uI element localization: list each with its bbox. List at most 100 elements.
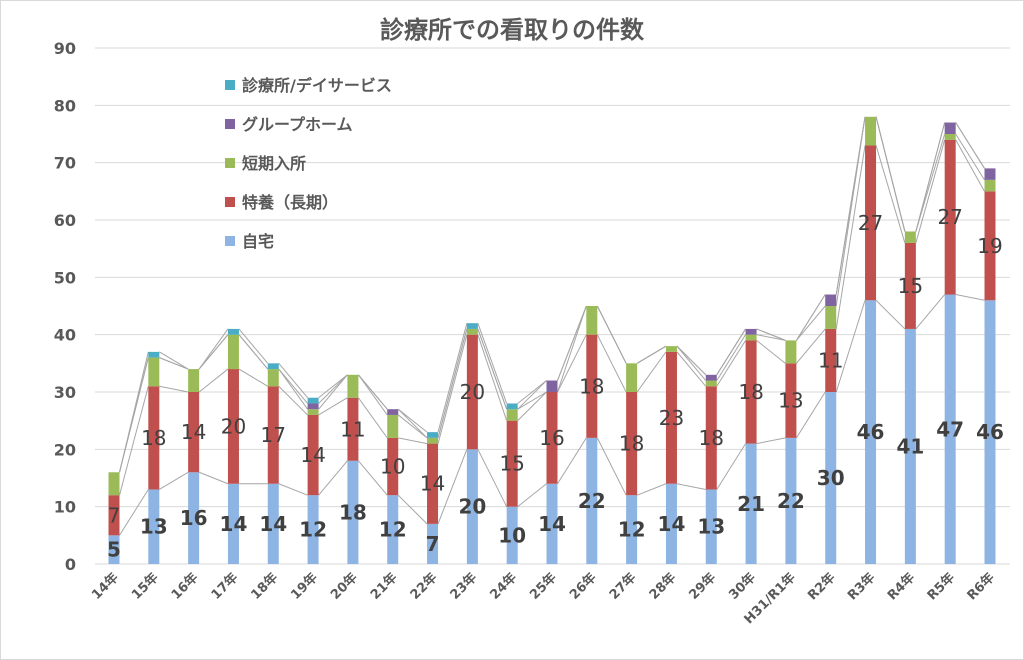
bar-home-5 [307,495,319,564]
legend-marker-clinic-day-service [225,80,235,90]
bar-clinic-day-service-4 [267,363,279,370]
data-label-home-3: 14 [220,512,248,536]
data-label-nursing-home-8: 14 [420,472,445,496]
data-label-home-21: 47 [936,417,964,441]
bar-clinic-day-service-9 [466,323,478,329]
bar-home-3 [227,483,239,564]
data-label-nursing-home-9: 20 [460,380,485,404]
bar-home-16 [745,443,757,564]
series-line-nursing-home-2 [198,368,229,393]
data-label-home-20: 41 [896,434,924,458]
legend-marker-short-stay [225,158,235,168]
data-label-nursing-home-7: 10 [380,455,405,479]
data-label-nursing-home-16: 18 [738,380,763,404]
bar-group-home-16 [745,328,757,335]
bar-home-8 [427,523,439,564]
bar-nursing-home-16 [745,340,757,444]
series-line-home-12 [596,437,627,496]
data-label-nursing-home-18: 11 [818,348,843,372]
bar-home-13 [626,495,638,564]
legend-label-short-stay: 短期入所 [242,154,306,173]
bar-group-home-22 [984,168,996,180]
y-tick-label: 30 [54,383,76,402]
bar-clinic-day-service-3 [227,328,239,335]
legend-label-group-home: グループホーム [242,115,353,134]
data-label-nursing-home-15: 18 [699,426,724,450]
bar-home-1 [148,489,160,564]
series-line-nursing-home-11 [557,334,587,393]
bar-short-stay-7 [387,414,399,438]
data-label-home-6: 18 [339,500,367,524]
bar-group-home-11 [546,380,558,392]
series-line-nursing-home-0 [119,386,149,496]
data-label-home-8: 7 [426,532,440,556]
bar-short-stay-20 [904,231,916,243]
data-label-home-14: 14 [658,512,686,536]
series-line-short-stay-11 [557,305,587,393]
series-line-home-10 [517,483,547,508]
data-label-home-10: 10 [498,523,526,547]
y-tick-label: 90 [54,39,76,58]
bar-clinic-day-service-8 [427,432,439,438]
series-line-nursing-home-6 [358,397,388,439]
bar-home-2 [188,472,200,564]
bar-nursing-home-22 [984,191,996,301]
bar-home-7 [387,495,399,564]
bar-short-stay-3 [227,334,239,370]
data-label-nursing-home-6: 11 [340,417,365,441]
data-label-nursing-home-10: 15 [499,452,524,476]
bar-clinic-day-service-10 [506,403,518,410]
series-line-nursing-home-19 [875,145,906,244]
series-line-home-20 [915,294,946,330]
bar-clinic-day-service-1 [148,351,160,358]
bar-short-stay-9 [466,328,478,335]
bar-home-21 [944,294,956,564]
series-line-clinic-day-service-10 [517,380,547,404]
series-line-clinic-day-service-3 [238,328,269,364]
data-label-home-2: 16 [180,506,208,530]
series-line-clinic-day-service-7 [397,408,428,433]
data-label-nursing-home-1: 18 [141,426,166,450]
bar-clinic-day-service-5 [307,397,319,404]
series-line-short-stay-16 [756,334,786,341]
series-line-clinic-day-service-2 [198,328,229,370]
series-line-short-stay-15 [716,334,747,381]
series-line-home-4 [278,483,308,496]
series-line-nursing-home-12 [596,334,627,393]
bar-nursing-home-5 [307,414,319,496]
bar-nursing-home-0 [108,495,120,536]
series-line-nursing-home-5 [318,397,348,416]
data-label-home-17: 22 [777,489,805,513]
bar-group-home-18 [825,294,837,306]
bar-nursing-home-14 [665,351,677,484]
bar-short-stay-4 [267,369,279,387]
series-line-short-stay-7 [397,414,428,439]
bar-short-stay-2 [188,369,200,392]
legend-label-home: 自宅 [242,232,274,251]
series-line-home-17 [795,391,826,439]
bar-short-stay-15 [705,380,717,387]
series-line-nursing-home-9 [477,334,508,421]
bar-group-home-5 [307,403,319,410]
series-line-short-stay-6 [358,374,388,416]
legend-label-nursing-home: 特養（長期） [242,193,338,212]
data-label-home-0: 5 [107,538,121,562]
bar-nursing-home-10 [506,420,518,507]
bar-home-17 [785,437,797,564]
data-label-home-15: 13 [697,515,725,539]
series-line-clinic-day-service-13 [636,345,667,364]
y-tick-label: 50 [54,268,76,287]
series-line-nursing-home-16 [756,340,786,364]
series-line-clinic-day-service-1 [159,351,189,370]
bar-nursing-home-18 [825,328,837,392]
series-line-short-stay-10 [517,391,547,410]
y-tick-label: 80 [54,96,76,115]
bars [108,116,996,564]
bar-home-4 [267,483,279,564]
bar-nursing-home-6 [347,397,359,461]
bar-short-stay-21 [944,134,956,140]
data-label-nursing-home-3: 20 [221,414,246,438]
bar-nursing-home-12 [586,334,598,438]
series-line-group-home-10 [517,380,547,410]
